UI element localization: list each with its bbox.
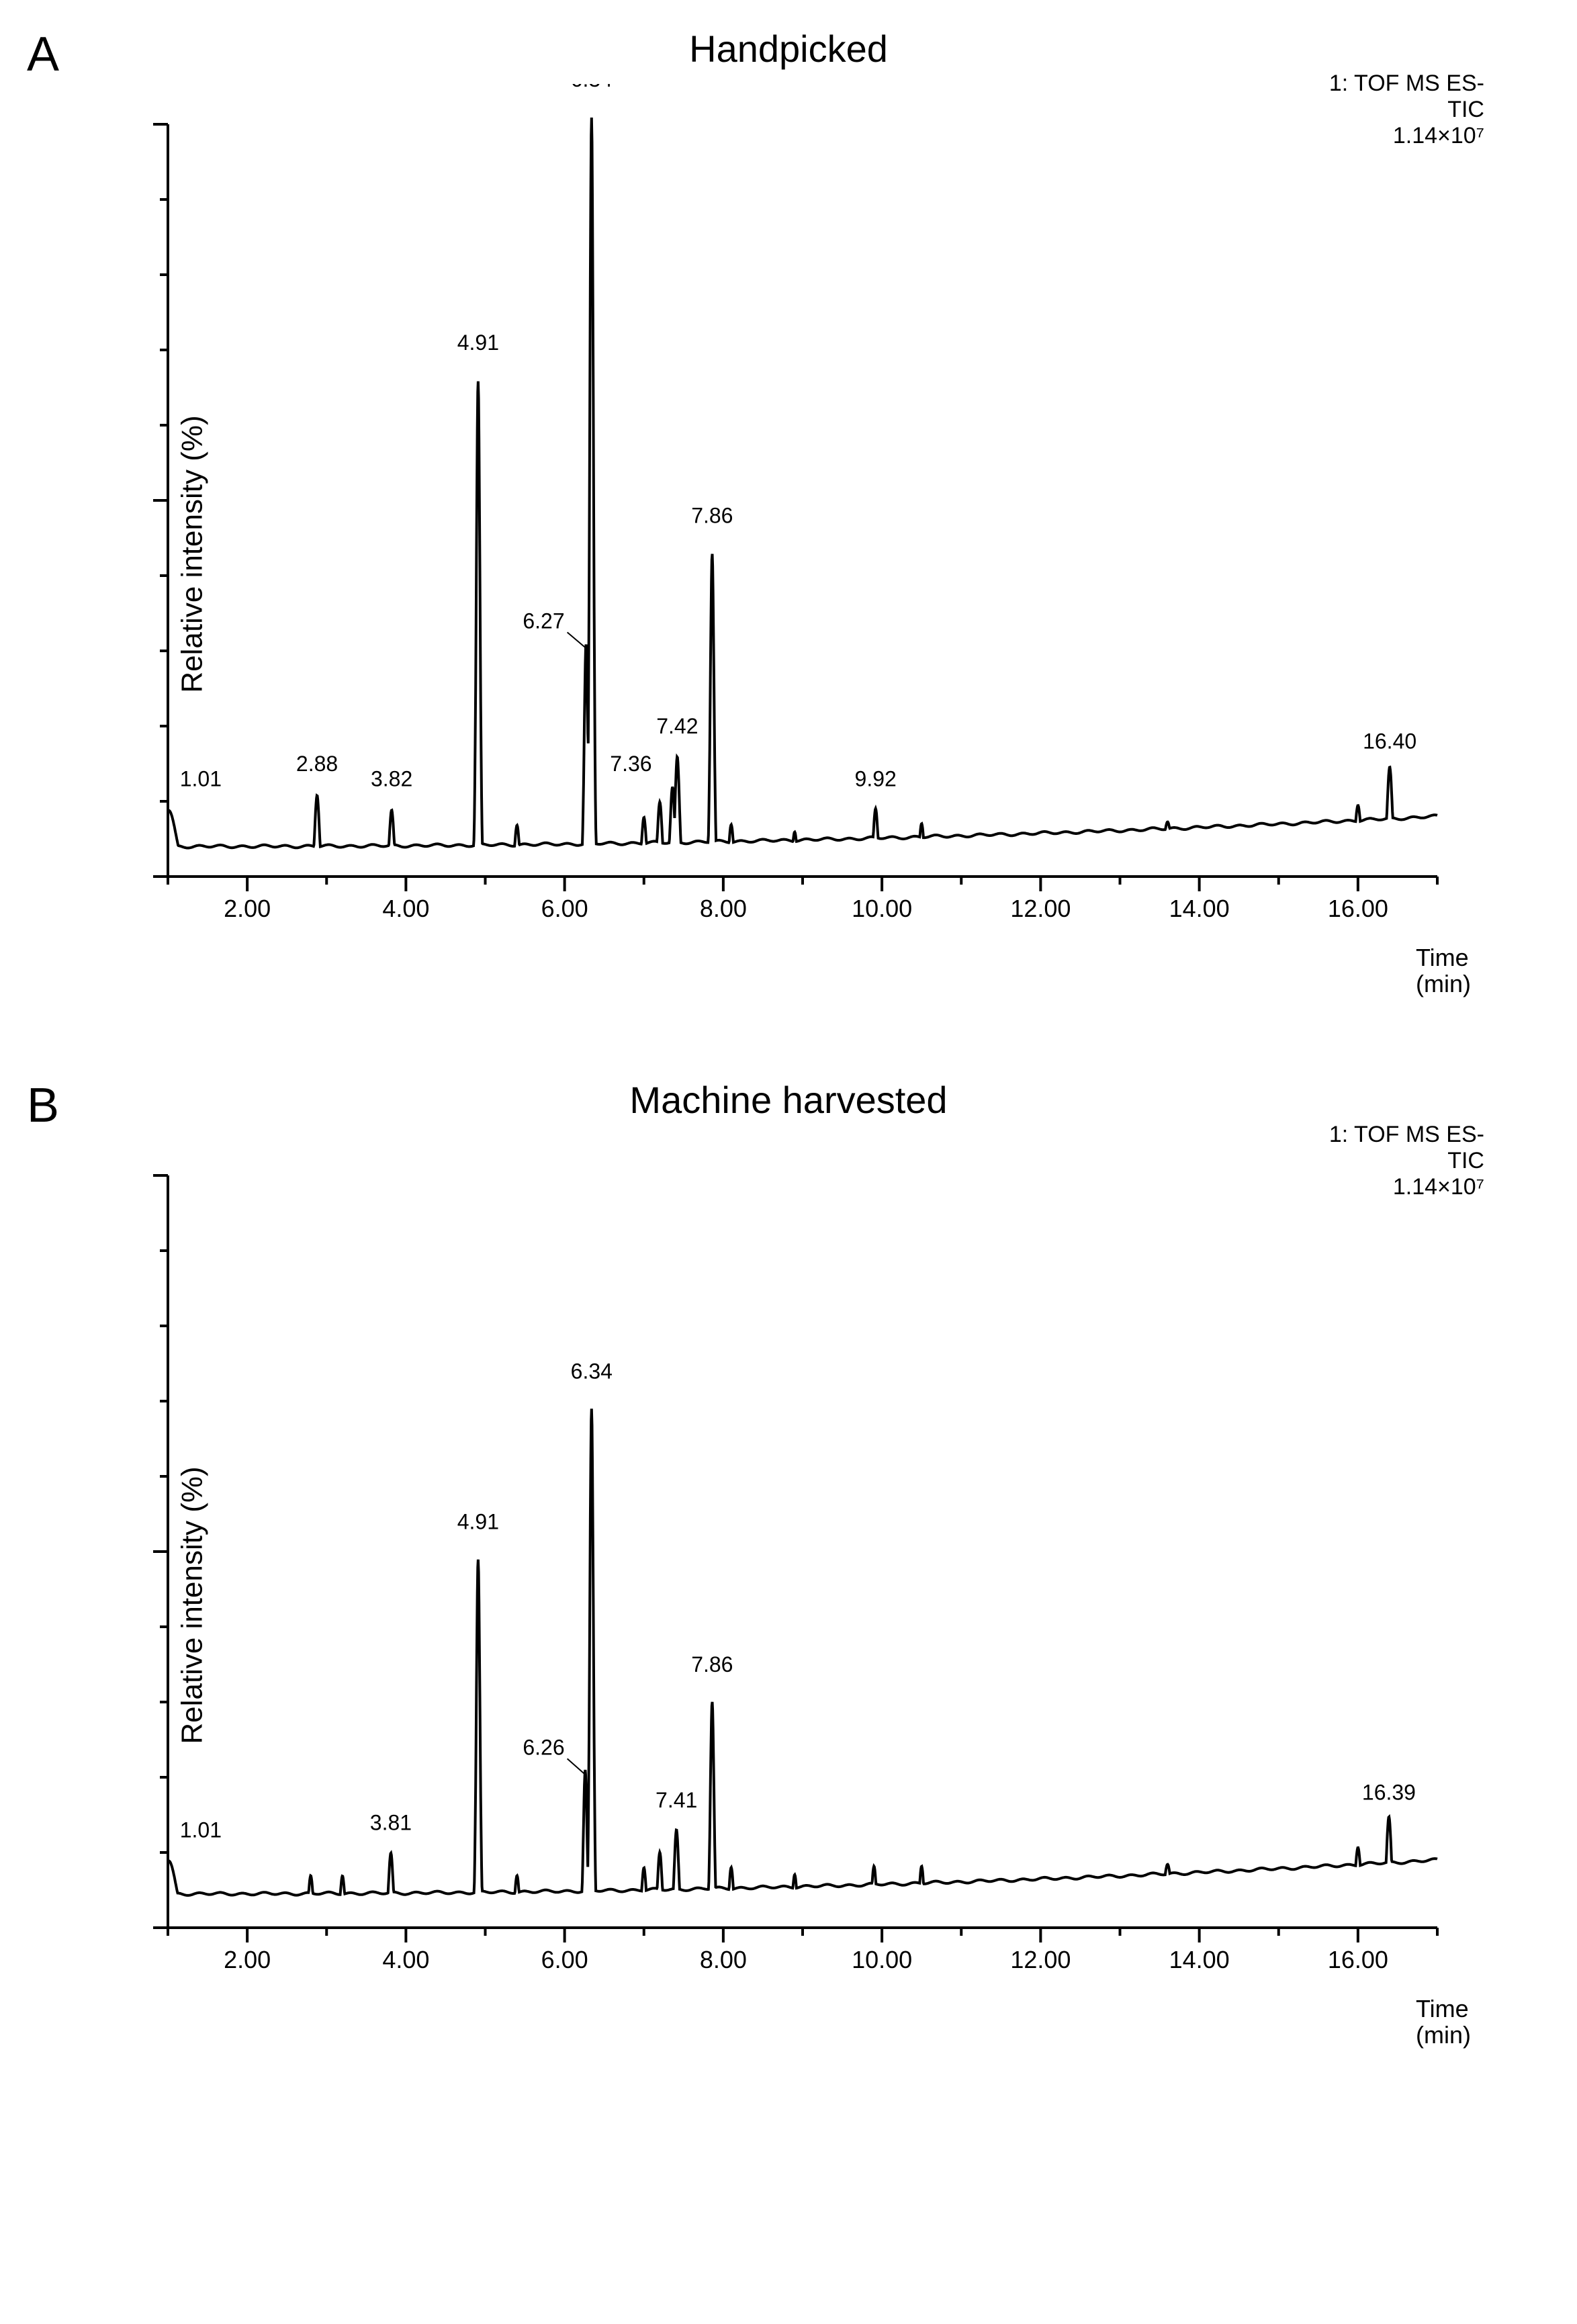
peak-leader-line: [568, 632, 586, 648]
panel-b: BMachine harvested Relative intensity (%)…: [27, 1078, 1550, 2075]
peak-label: 6.27: [523, 609, 564, 633]
x-tick-label: 8.00: [700, 1946, 747, 1973]
chromatogram-svg: 0501002.004.006.008.0010.0012.0014.0016.…: [148, 1135, 1457, 1995]
x-tick-label: 8.00: [700, 895, 747, 922]
x-axis-label: Time(min): [1416, 944, 1471, 997]
plot-container: Relative intensity (%)Time(min)1: TOF MS…: [148, 84, 1457, 1024]
x-axis-label-line: Time: [1416, 944, 1471, 971]
ms-annotation-line: 1: TOF MS ES-: [1329, 1122, 1484, 1148]
peak-label: 2.88: [296, 752, 338, 776]
peak-label: 6.26: [523, 1735, 564, 1759]
ms-annotation: 1: TOF MS ES-TIC1.14×10⁷: [1329, 1122, 1484, 1200]
x-tick-label: 14.00: [1169, 1946, 1230, 1973]
peak-label: 3.81: [370, 1810, 412, 1834]
peak-label: 7.86: [691, 1652, 733, 1677]
peak-leader-line: [568, 1758, 586, 1775]
ms-annotation: 1: TOF MS ES-TIC1.14×10⁷: [1329, 71, 1484, 149]
ms-annotation-line: 1: TOF MS ES-: [1329, 71, 1484, 97]
peak-label: 4.91: [457, 1509, 499, 1533]
panel-a: AHandpickedRelative intensity (%)Time(mi…: [27, 27, 1550, 1024]
x-tick-label: 14.00: [1169, 895, 1230, 922]
x-tick-label: 10.00: [852, 895, 912, 922]
ms-annotation-line: 1.14×10⁷: [1329, 123, 1484, 149]
panel-title: Machine harvested: [27, 1078, 1550, 1122]
peak-label: 1.01: [180, 767, 222, 791]
x-axis-label-line: (min): [1416, 2022, 1471, 2049]
ms-annotation-line: TIC: [1329, 1148, 1484, 1174]
chromatogram-svg: 0501002.004.006.008.0010.0012.0014.0016.…: [148, 84, 1457, 944]
peak-label: 6.34: [571, 1359, 613, 1383]
peak-label: 7.42: [656, 714, 698, 738]
x-tick-label: 6.00: [541, 895, 588, 922]
peak-label: 4.91: [457, 330, 499, 355]
x-tick-label: 2.00: [224, 895, 271, 922]
panel-letter: B: [27, 1078, 59, 1133]
peak-label: 1.01: [180, 1818, 222, 1842]
panel-letter: A: [27, 27, 59, 82]
ms-annotation-line: TIC: [1329, 97, 1484, 123]
y-axis-label: Relative intensity (%): [176, 1466, 210, 1744]
x-axis-label: Time(min): [1416, 1996, 1471, 2049]
panel-title: Handpicked: [27, 27, 1550, 71]
x-tick-label: 2.00: [224, 1946, 271, 1973]
figure: AHandpickedRelative intensity (%)Time(mi…: [27, 27, 1550, 2075]
x-tick-label: 16.00: [1328, 895, 1388, 922]
x-tick-label: 10.00: [852, 1946, 912, 1973]
x-axis-label-line: Time: [1416, 1996, 1471, 2022]
x-tick-label: 16.00: [1328, 1946, 1388, 1973]
axis-lines: [168, 124, 1437, 877]
chromatogram-trace: [168, 118, 1437, 848]
ms-annotation-line: 1.14×10⁷: [1329, 1174, 1484, 1200]
x-tick-label: 4.00: [382, 895, 429, 922]
peak-label: 6.34: [571, 84, 613, 91]
peak-label: 7.86: [691, 504, 733, 528]
plot-container: Relative intensity (%)Time(min)1: TOF MS…: [148, 1135, 1457, 2075]
x-tick-label: 12.00: [1010, 1946, 1071, 1973]
peak-label: 16.39: [1362, 1781, 1416, 1805]
peak-label: 3.82: [371, 767, 412, 791]
peak-label: 7.36: [610, 752, 651, 776]
axis-lines: [168, 1175, 1437, 1928]
x-tick-label: 12.00: [1010, 895, 1071, 922]
x-tick-label: 4.00: [382, 1946, 429, 1973]
x-axis-label-line: (min): [1416, 971, 1471, 997]
y-axis-label: Relative intensity (%): [176, 415, 210, 692]
chromatogram-trace: [168, 1409, 1437, 1895]
peak-label: 7.41: [656, 1788, 697, 1812]
peak-label: 9.92: [855, 767, 897, 791]
x-tick-label: 6.00: [541, 1946, 588, 1973]
peak-label: 16.40: [1363, 729, 1416, 754]
